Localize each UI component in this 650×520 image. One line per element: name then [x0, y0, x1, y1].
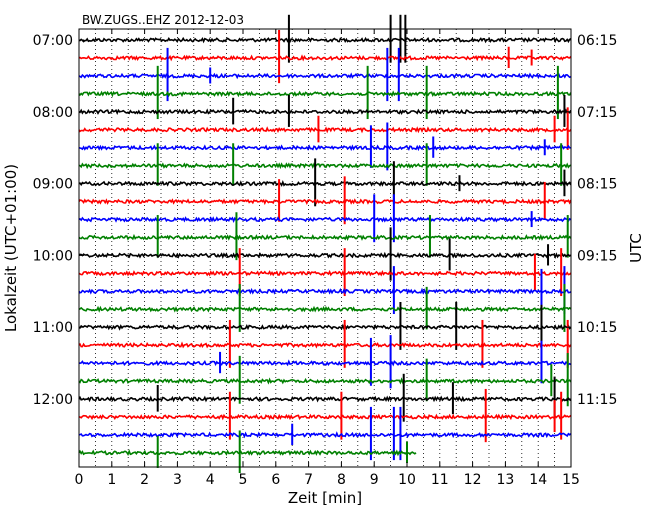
x-tick-label: 0 [75, 472, 84, 488]
trace-line [78, 233, 572, 242]
x-tick-label: 13 [496, 472, 514, 488]
trace-line [78, 449, 417, 457]
trace-line [78, 413, 572, 421]
x-tick-label: 12 [464, 472, 482, 488]
left-tick-label: 10:00 [33, 248, 73, 264]
x-tick-label: 8 [337, 472, 346, 488]
trace-line [78, 144, 571, 152]
right-tick-label: 06:15 [577, 33, 617, 49]
trace-line [78, 269, 572, 277]
trace-line [78, 216, 572, 224]
right-axis-ticks: 06:15 07:15 08:15 09:15 10:15 11:15 [566, 33, 617, 408]
trace-line [78, 126, 572, 134]
x-tick-label: 15 [562, 472, 580, 488]
x-tick-label: 14 [529, 472, 547, 488]
left-tick-label: 12:00 [33, 392, 73, 408]
left-tick-label: 07:00 [33, 33, 73, 49]
left-axis-ticks: 07:00 08:00 09:00 10:00 11:00 12:00 [33, 33, 84, 408]
x-tick-label: 1 [107, 472, 116, 488]
trace-line [78, 180, 572, 187]
right-tick-label: 09:15 [577, 248, 617, 264]
chart-title: BW.ZUGS..EHZ 2012-12-03 [82, 13, 244, 27]
trace-line [78, 251, 572, 259]
trace-line [78, 341, 572, 349]
trace-line [78, 287, 572, 295]
x-tick-label: 3 [173, 472, 182, 488]
x-tick-label: 5 [239, 472, 248, 488]
trace-line [78, 395, 572, 403]
trace-line [78, 377, 572, 385]
left-axis-label: Lokalzeit (UTC+01:00) [2, 164, 20, 332]
trace-line [78, 431, 572, 439]
left-tick-label: 09:00 [33, 177, 73, 193]
x-axis-ticks: 0 1 2 3 4 5 6 7 8 9 10 11 12 13 14 15 [75, 29, 580, 488]
trace-line [78, 90, 572, 98]
right-tick-label: 08:15 [577, 177, 617, 193]
seismogram-traces [78, 14, 572, 474]
x-tick-label: 10 [398, 472, 416, 488]
plot-area [79, 29, 571, 467]
trace-line [78, 36, 572, 44]
right-axis-label: UTC [627, 233, 645, 263]
trace-line [78, 54, 572, 62]
right-tick-label: 10:15 [577, 320, 617, 336]
trace-line [78, 72, 572, 80]
left-tick-label: 11:00 [33, 320, 73, 336]
right-tick-label: 07:15 [577, 105, 617, 121]
trace-line [78, 359, 572, 367]
plot-border [78, 28, 572, 468]
trace-line [78, 108, 572, 116]
trace-line [79, 162, 572, 170]
trace-line [78, 198, 572, 206]
x-tick-label: 7 [304, 472, 313, 488]
x-tick-label: 6 [271, 472, 280, 488]
x-tick-label: 11 [431, 472, 449, 488]
trace-line [78, 323, 572, 331]
x-tick-label: 2 [140, 472, 149, 488]
x-tick-label: 9 [370, 472, 379, 488]
left-tick-label: 08:00 [33, 105, 73, 121]
x-axis-label: Zeit [min] [288, 489, 362, 507]
right-tick-label: 11:15 [577, 392, 617, 408]
trace-line [78, 305, 572, 313]
x-tick-label: 4 [206, 472, 215, 488]
